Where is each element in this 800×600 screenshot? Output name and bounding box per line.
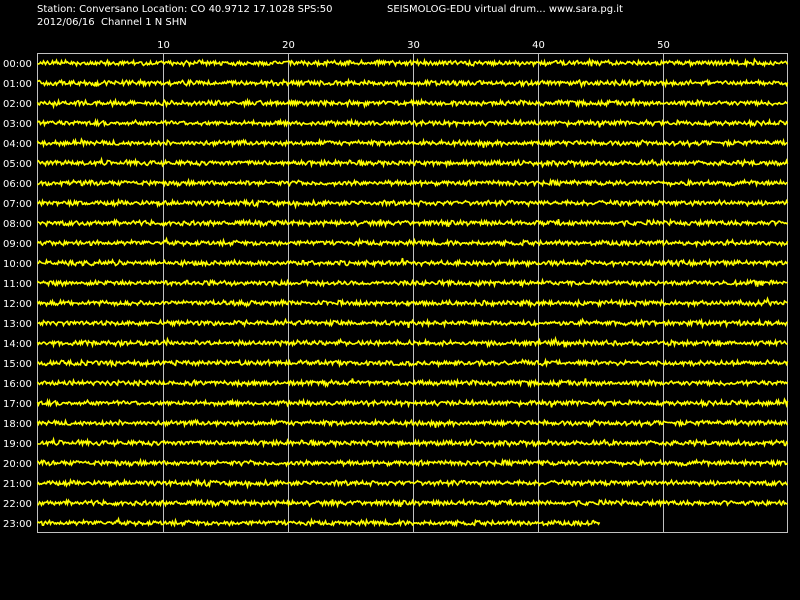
drum-title: SEISMOLOG-EDU virtual drum... www.sara.p…: [387, 4, 623, 15]
traces: [36, 57, 789, 528]
hour-label: 18:00: [3, 419, 32, 430]
trace-2000: [36, 457, 789, 469]
trace-1600: [36, 377, 789, 389]
trace-2300: [36, 516, 601, 528]
hour-label: 23:00: [3, 519, 32, 530]
hour-label: 05:00: [3, 159, 32, 170]
hour-label: 12:00: [3, 299, 32, 310]
hour-label: 17:00: [3, 399, 32, 410]
trace-0900: [36, 236, 789, 249]
hour-label: 08:00: [3, 219, 32, 230]
station-info: Station: Conversano Location: CO 40.9712…: [37, 4, 333, 15]
hour-label: 14:00: [3, 339, 32, 350]
hour-label: 06:00: [3, 179, 32, 190]
trace-0700: [36, 197, 789, 210]
trace-1700: [36, 397, 789, 409]
hour-label: 11:00: [3, 279, 32, 290]
hour-label: 15:00: [3, 359, 32, 370]
trace-0200: [36, 97, 788, 110]
hour-label: 10:00: [3, 259, 32, 270]
hour-label: 21:00: [3, 479, 32, 490]
hour-label: 09:00: [3, 239, 32, 250]
hour-label: 03:00: [3, 119, 32, 130]
trace-1800: [36, 417, 789, 429]
trace-1100: [36, 277, 788, 289]
hour-label: 00:00: [3, 59, 32, 70]
date-channel-info: 2012/06/16 Channel 1 N SHN: [37, 17, 187, 28]
trace-1900: [37, 436, 789, 449]
trace-1500: [36, 357, 789, 369]
hour-label: 20:00: [3, 459, 32, 470]
trace-1400: [36, 335, 788, 349]
plot-frame: [37, 53, 788, 533]
trace-0600: [37, 177, 788, 188]
hour-label: 16:00: [3, 379, 32, 390]
trace-0100: [37, 77, 789, 89]
trace-0300: [36, 117, 789, 129]
hour-labels: 00:00 01:00 02:00 03:00 04:00 05:00 06:00 07:00…: [3, 59, 32, 530]
hour-label: 13:00: [3, 319, 32, 330]
hour-label: 02:00: [3, 99, 32, 110]
hour-label: 07:00: [3, 199, 32, 210]
trace-2200: [37, 497, 788, 509]
trace-1300: [37, 317, 788, 330]
hour-label: 04:00: [3, 139, 32, 150]
trace-2100: [36, 477, 788, 490]
hour-label: 19:00: [3, 439, 32, 450]
hour-label: 01:00: [3, 79, 32, 90]
x-tick-label: 30: [407, 40, 420, 51]
trace-0000: [37, 57, 789, 69]
trace-1000: [37, 257, 789, 269]
trace-1200: [36, 296, 788, 309]
hour-label: 22:00: [3, 499, 32, 510]
trace-0400: [36, 137, 788, 149]
x-tick-labels: 10 20 30 40 50: [157, 40, 670, 51]
x-tick-label: 20: [282, 40, 295, 51]
x-tick-label: 40: [532, 40, 545, 51]
x-tick-label: 50: [657, 40, 670, 51]
x-tick-label: 10: [157, 40, 170, 51]
grid-lines: [163, 53, 664, 533]
trace-0500: [37, 156, 789, 169]
trace-0800: [37, 217, 788, 229]
